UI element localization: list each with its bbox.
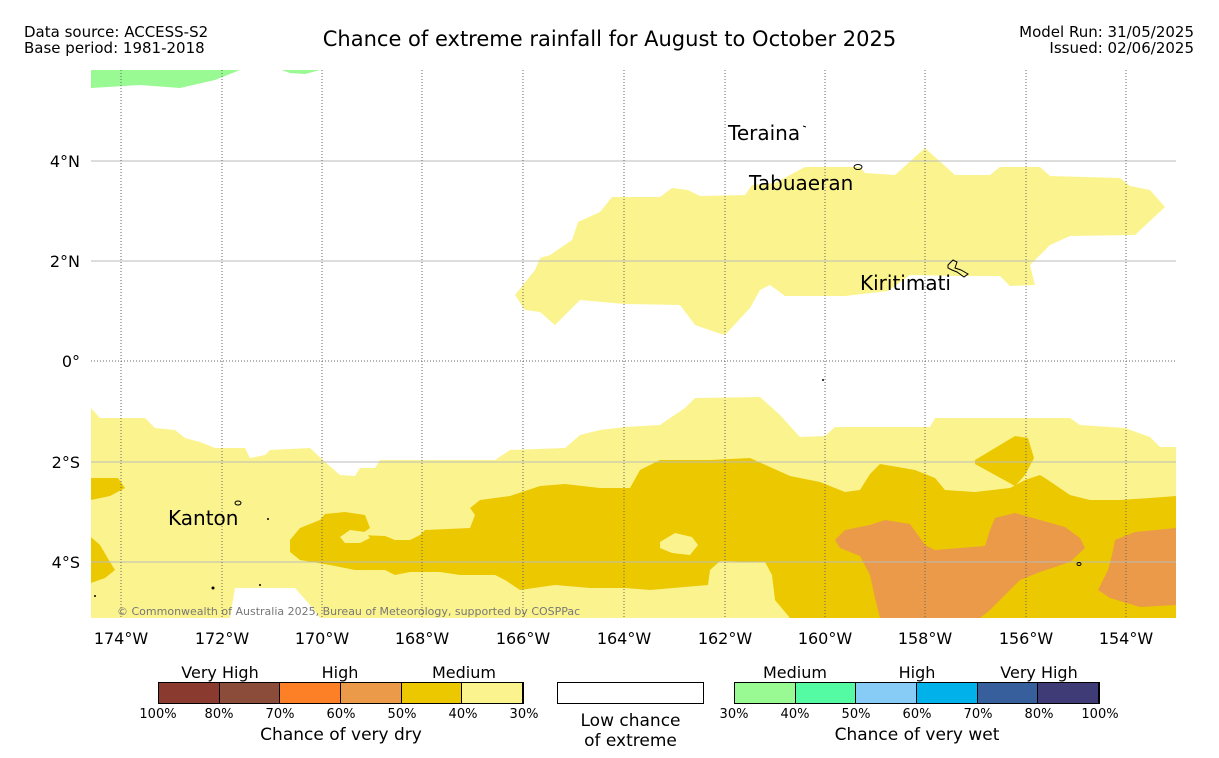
dry-swatch — [401, 683, 463, 703]
low-chance-swatch — [557, 682, 704, 704]
wet-swatch — [856, 683, 918, 703]
place-label-teraina: Teraina — [727, 121, 800, 145]
dry-medium-light-pocket — [340, 530, 370, 543]
dry-tick-label: 50% — [387, 707, 417, 722]
low-chance-line2: of extreme — [584, 731, 677, 751]
longitude-label: 172°W — [195, 629, 250, 648]
latitude-label: 2°N — [50, 252, 80, 271]
dry-swatch — [280, 683, 342, 703]
dry-swatch — [462, 683, 524, 703]
island-dot — [1076, 562, 1082, 566]
wet-swatch — [1038, 683, 1100, 703]
wet-tick-label: 50% — [841, 707, 871, 722]
map-title: Chance of extreme rainfall for August to… — [322, 27, 897, 51]
wet-swatch — [735, 683, 796, 703]
dry-swatch — [341, 683, 402, 703]
low-chance-caption: Low chance of extreme — [557, 711, 704, 751]
wet-tick-label: 60% — [902, 707, 932, 722]
longitude-label: 166°W — [496, 629, 551, 648]
dry-colorbar — [158, 682, 524, 704]
longitude-label: 174°W — [94, 629, 149, 648]
island-dot — [822, 379, 824, 381]
dry-caption: Chance of very dry — [260, 725, 422, 745]
dry-medium-dark-west — [91, 478, 125, 500]
longitude-label: 164°W — [597, 629, 652, 648]
wet-medium-area-small — [282, 70, 320, 74]
dry-tick-label: 80% — [204, 707, 234, 722]
wet-tick-label: 70% — [963, 707, 993, 722]
island-dot — [94, 595, 96, 597]
place-label-kanton: Kanton — [168, 506, 238, 530]
wet-group-high: High — [898, 663, 936, 682]
island-dot — [259, 584, 261, 586]
longitude-label: 160°W — [798, 629, 853, 648]
wet-group-very-high: Very High — [1000, 663, 1078, 682]
place-label-tabuaeran: Tabuaeran — [748, 171, 853, 195]
longitude-label: 162°W — [698, 629, 753, 648]
wet-tick-label: 100% — [1081, 707, 1119, 722]
kanton-island — [234, 500, 242, 506]
dry-swatch — [219, 683, 281, 703]
wet-swatch — [917, 683, 978, 703]
latitude-label: 4°S — [52, 553, 80, 572]
wet-swatch — [795, 683, 857, 703]
dry-tick-label: 30% — [509, 707, 539, 722]
wet-medium-area — [91, 70, 240, 88]
dry-high-region — [835, 513, 1085, 618]
grid-lines — [91, 70, 1176, 618]
longitude-label: 156°W — [999, 629, 1054, 648]
wet-tick-label: 40% — [780, 707, 810, 722]
base-period-text: Base period: 1981-2018 — [24, 39, 205, 57]
dry-tick-label: 70% — [265, 707, 295, 722]
tabuaeran-island — [853, 164, 863, 170]
dry-medium-dark-east — [975, 436, 1034, 486]
low-chance-line1: Low chance — [580, 711, 681, 731]
wet-tick-label: 30% — [719, 707, 749, 722]
wet-tick-label: 80% — [1024, 707, 1054, 722]
issued-text: Issued: 02/06/2025 — [1049, 39, 1194, 57]
dry-medium-dark-southwest — [91, 537, 115, 583]
dry-high-region-east — [1098, 528, 1176, 607]
latitude-label: 0° — [62, 352, 80, 371]
dry-tick-label: 60% — [326, 707, 356, 722]
wet-caption: Chance of very wet — [834, 725, 1000, 745]
dry-group-high: High — [321, 663, 359, 682]
dry-tick-label: 100% — [139, 707, 177, 722]
latitude-label: 4°N — [50, 152, 80, 171]
longitude-label: 170°W — [295, 629, 350, 648]
dry-medium-light-pocket-2 — [660, 533, 698, 555]
data-source-text: Data source: ACCESS-S2 — [24, 23, 209, 41]
header-source: Data source: ACCESS-S2 Base period: 1981… — [24, 24, 208, 56]
dry-swatch — [159, 683, 220, 703]
low-chance-area — [230, 588, 320, 618]
dry-group-very-high: Very High — [181, 663, 259, 682]
island-dot — [267, 518, 269, 520]
dry-group-medium: Medium — [432, 663, 496, 682]
longitude-labels: 174°W 172°W 170°W 168°W 166°W 164°W 162°W 160°W… — [94, 629, 1154, 648]
latitude-label: 2°S — [52, 453, 80, 472]
dry-tick-label: 40% — [448, 707, 478, 722]
place-label-kiritimati: Kiritimati — [860, 271, 951, 295]
island-dot — [211, 586, 215, 590]
wet-colorbar — [734, 682, 1100, 704]
header-run: Model Run: 31/05/2025 Issued: 02/06/2025 — [1019, 24, 1194, 56]
kiritimati-island — [947, 259, 969, 278]
wet-swatch — [977, 683, 1039, 703]
wet-group-medium: Medium — [763, 663, 827, 682]
longitude-label: 168°W — [395, 629, 450, 648]
copyright-text: © Commonwealth of Australia 2025, Bureau… — [117, 605, 580, 618]
longitude-label: 158°W — [898, 629, 953, 648]
dry-medium-north-band — [515, 148, 1165, 335]
latitude-labels: 4°N 2°N 0° 2°S 4°S — [50, 152, 80, 572]
model-run-text: Model Run: 31/05/2025 — [1019, 23, 1194, 41]
longitude-label: 154°W — [1099, 629, 1154, 648]
teraina-island — [802, 125, 807, 128]
